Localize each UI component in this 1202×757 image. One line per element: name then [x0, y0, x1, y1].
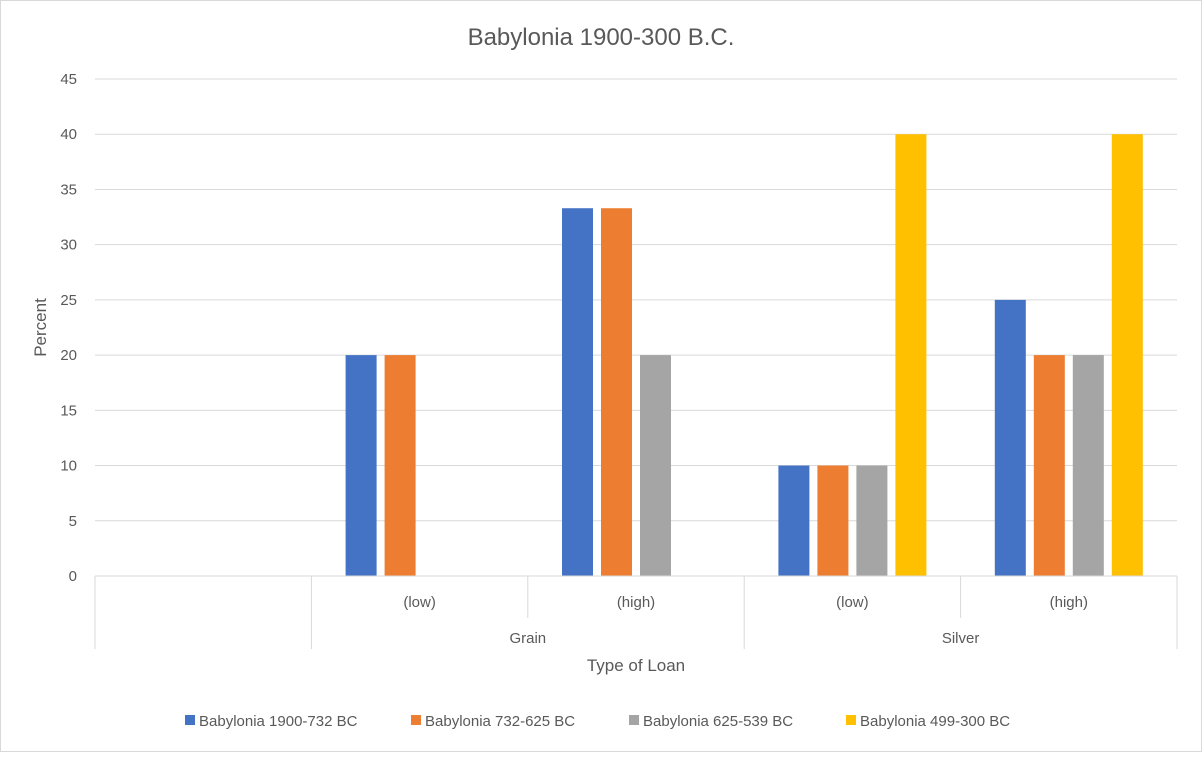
bars: [345, 134, 1143, 576]
y-tick-label: 25: [60, 292, 77, 309]
legend: Babylonia 1900-732 BC Babylonia 732-625 B…: [185, 713, 1010, 730]
y-tick-label: 5: [69, 513, 77, 530]
x-group-label: Grain: [509, 630, 546, 647]
y-tick-label: 15: [60, 402, 77, 419]
bar: [1111, 134, 1143, 576]
bar: [895, 134, 927, 576]
legend-label: Babylonia 1900-732 BC: [199, 713, 358, 730]
legend-swatch: [846, 715, 856, 725]
bar: [856, 465, 888, 576]
legend-swatch: [185, 715, 195, 725]
y-tick-label: 45: [60, 71, 77, 88]
legend-swatch: [629, 715, 639, 725]
legend-label: Babylonia 499-300 BC: [860, 713, 1010, 730]
y-tick-label: 30: [60, 237, 77, 254]
legend-swatch: [411, 715, 421, 725]
bar: [562, 208, 593, 576]
bar: [345, 355, 377, 576]
bar: [601, 208, 632, 576]
y-tick-label: 35: [60, 181, 77, 198]
bar: [1033, 355, 1065, 576]
y-axis-ticks: 0 5 10 15 20 25 30 35 40 45: [60, 71, 77, 585]
bar: [640, 355, 671, 576]
y-tick-label: 20: [60, 347, 77, 364]
bar: [1072, 355, 1104, 576]
bar: [994, 299, 1026, 576]
bar: [778, 465, 810, 576]
bar: [384, 355, 416, 576]
x-category-label: (low): [403, 594, 436, 611]
x-category-label: (high): [1050, 594, 1088, 611]
y-tick-label: 10: [60, 458, 77, 475]
legend-label: Babylonia 625-539 BC: [643, 713, 793, 730]
x-category-label: (low): [836, 594, 869, 611]
x-axis: (low) (high) Grain (low) (high) Silver: [94, 575, 1178, 649]
y-tick-label: 0: [69, 568, 77, 585]
bar: [817, 465, 849, 576]
x-group-label: Silver: [942, 630, 980, 647]
x-category-label: (high): [617, 594, 655, 611]
y-axis-title: Percent: [31, 298, 50, 357]
x-axis-title: Type of Loan: [587, 656, 685, 675]
y-tick-label: 40: [60, 126, 77, 143]
legend-label: Babylonia 732-625 BC: [425, 713, 575, 730]
chart-title: Babylonia 1900-300 B.C.: [468, 24, 735, 51]
